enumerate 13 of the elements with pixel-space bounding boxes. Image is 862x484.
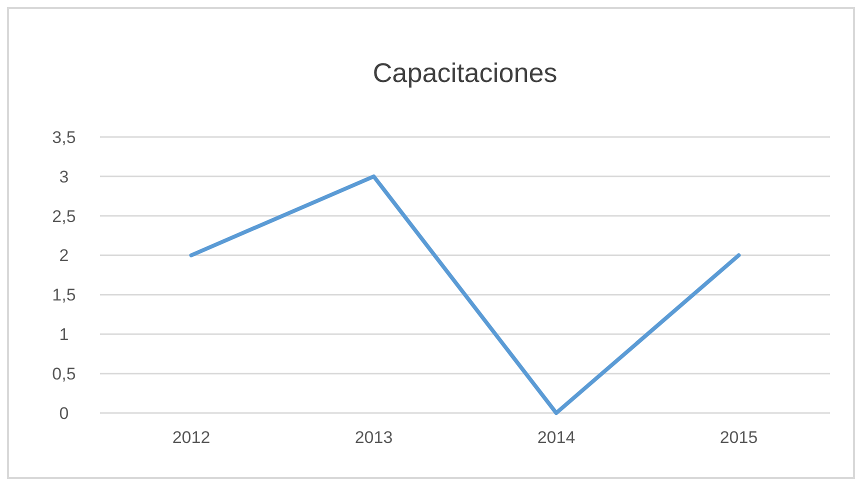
y-tick-label: 0 <box>59 404 69 423</box>
y-tick-label: 3,5 <box>52 128 76 147</box>
x-tick-label: 2015 <box>720 428 758 447</box>
x-tick-label: 2013 <box>354 428 393 447</box>
y-tick-label: 1 <box>59 325 69 344</box>
chart-title: Capacitaciones <box>372 58 558 88</box>
x-tick-label: 2014 <box>537 428 576 447</box>
y-tick-label: 3 <box>59 167 69 186</box>
y-tick-label: 2,5 <box>52 206 76 226</box>
y-tick-label: 1,5 <box>52 286 76 305</box>
y-tick-label: 0,5 <box>52 364 76 384</box>
y-tick-label: 2 <box>59 246 69 266</box>
x-tick-label: 2012 <box>172 428 210 447</box>
